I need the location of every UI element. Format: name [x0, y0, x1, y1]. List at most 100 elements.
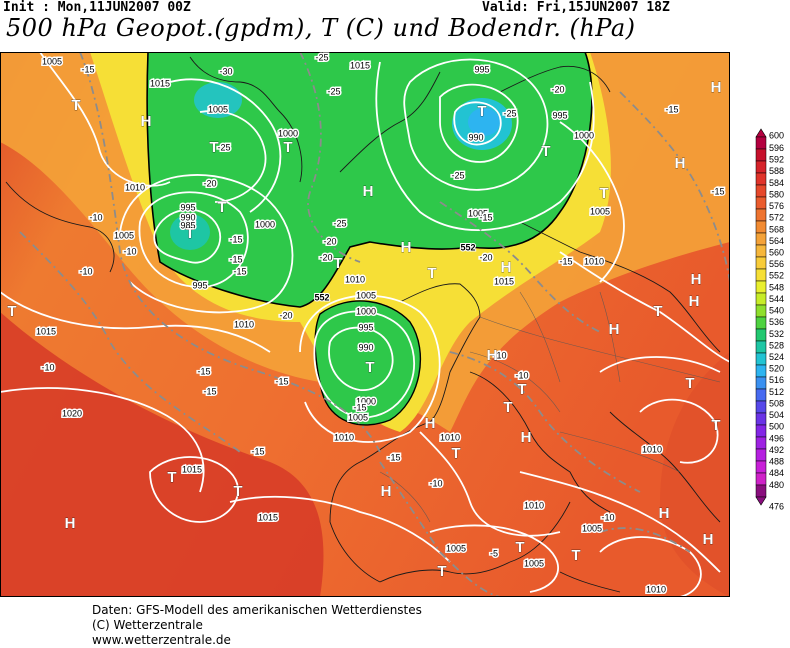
height-label: 552	[460, 242, 475, 252]
legend-label: 532	[769, 329, 784, 339]
low-pressure-center: T	[185, 225, 194, 242]
legend-label: 600	[769, 130, 784, 140]
legend-label: 512	[769, 387, 784, 397]
high-pressure-center: H	[691, 271, 702, 288]
legend-label: 508	[769, 398, 784, 408]
high-pressure-center: H	[363, 183, 374, 200]
low-pressure-center: T	[333, 255, 342, 272]
isotherm-label: -20	[551, 84, 564, 94]
cold-core-atlantic	[170, 214, 210, 250]
legend-swatch	[755, 400, 767, 414]
low-pressure-center: T	[515, 539, 524, 556]
isobar-label: 990	[358, 342, 373, 352]
isotherm-label: -10	[79, 266, 92, 276]
isotherm-label: -25	[451, 170, 464, 180]
isobar-label: 1010	[524, 500, 544, 510]
legend-label: 476	[769, 501, 784, 511]
isobar-label: 1000	[356, 306, 376, 316]
legend-swatch	[755, 256, 767, 270]
isotherm-label: -15	[251, 446, 264, 456]
legend-swatch	[755, 244, 767, 258]
legend-swatch	[755, 448, 767, 462]
legend-label: 488	[769, 457, 784, 467]
isotherm-label: -10	[41, 362, 54, 372]
isotherm-label: -15	[559, 256, 572, 266]
legend-label: 544	[769, 294, 784, 304]
isobar-label: 1010	[646, 584, 666, 594]
isobar-label: 1005	[114, 230, 134, 240]
isobar-label: 1015	[150, 78, 170, 88]
coastlines	[5, 56, 721, 593]
legend-label: 504	[769, 410, 784, 420]
high-pressure-center: H	[711, 79, 722, 96]
init-time: Init : Mon,11JUN2007 00Z	[3, 0, 191, 15]
high-pressure-center: H	[689, 293, 700, 310]
low-pressure-center: T	[7, 303, 16, 320]
high-height-zone-se	[660, 352, 730, 597]
legend-label: 564	[769, 236, 784, 246]
isotherm-label: -5	[490, 548, 498, 558]
isotherm-label: -15	[387, 452, 400, 462]
low-pressure-center: T	[517, 381, 526, 398]
cold-core-scandinavia-inner	[468, 108, 500, 136]
high-pressure-center: H	[659, 505, 670, 522]
isobar-label: 1015	[258, 512, 278, 522]
high-pressure-center: H	[65, 515, 76, 532]
isobar-label: 1000	[574, 130, 594, 140]
legend-swatch	[755, 388, 767, 402]
legend-swatch	[755, 412, 767, 426]
isobar-label: 985	[180, 220, 195, 230]
legend-swatch	[755, 172, 767, 186]
isobar-label: 1005	[356, 290, 376, 300]
isotherm-label: -25	[327, 86, 340, 96]
legend-swatch	[755, 340, 767, 354]
high-height-zone	[0, 312, 324, 597]
legend-label: 540	[769, 306, 784, 316]
borders	[379, 291, 721, 523]
isobar-label: 1005	[582, 523, 602, 533]
isobar-label: 1005	[208, 104, 228, 114]
legend-swatch	[755, 280, 767, 294]
isobar-label: 995	[192, 280, 207, 290]
low-pressure-center: T	[71, 97, 80, 114]
isotherm-label: -10	[601, 512, 614, 522]
legend-swatch	[755, 316, 767, 330]
isobar-label: 1010	[334, 432, 354, 442]
chart-title: 500 hPa Geopot.(gpdm), T (C) und Bodendr…	[6, 14, 636, 42]
legend-swatch	[755, 268, 767, 282]
legend-label: 524	[769, 352, 784, 362]
high-pressure-center: H	[401, 239, 412, 256]
legend-arrow-bottom	[755, 496, 767, 506]
low-pressure-center: T	[365, 359, 374, 376]
legend-swatch	[755, 304, 767, 318]
isobar-label: 1010	[345, 274, 365, 284]
high-pressure-center: H	[501, 259, 512, 276]
isobar-label: 1010	[642, 444, 662, 454]
low-pressure-center: T	[209, 139, 218, 156]
legend-swatch	[755, 484, 767, 498]
legend-swatch	[755, 196, 767, 210]
isotherm-label: -10	[89, 212, 102, 222]
legend-swatch	[755, 148, 767, 162]
isobar-label: 1000	[356, 396, 376, 406]
legend-label: 536	[769, 317, 784, 327]
legend-label: 552	[769, 271, 784, 281]
high-pressure-center: H	[521, 429, 532, 446]
isobar-label: 1020	[62, 408, 82, 418]
legend-swatch	[755, 184, 767, 198]
isobar-label: 1010	[584, 256, 604, 266]
legend-swatch	[755, 220, 767, 234]
footer-copyright: (C) Wetterzentrale	[92, 618, 203, 632]
isotherm-label: -25	[503, 108, 516, 118]
isobar-label: 1005	[348, 412, 368, 422]
legend-label: 568	[769, 224, 784, 234]
legend-swatch	[755, 472, 767, 486]
isobar-label: 1010	[440, 432, 460, 442]
isobar-label: 1015	[494, 276, 514, 286]
legend-label: 588	[769, 166, 784, 176]
legend-swatch	[755, 208, 767, 222]
legend-label: 592	[769, 155, 784, 165]
legend-swatch	[755, 292, 767, 306]
isotherm-label: -10	[515, 370, 528, 380]
isobar-label: 1005	[468, 208, 488, 218]
